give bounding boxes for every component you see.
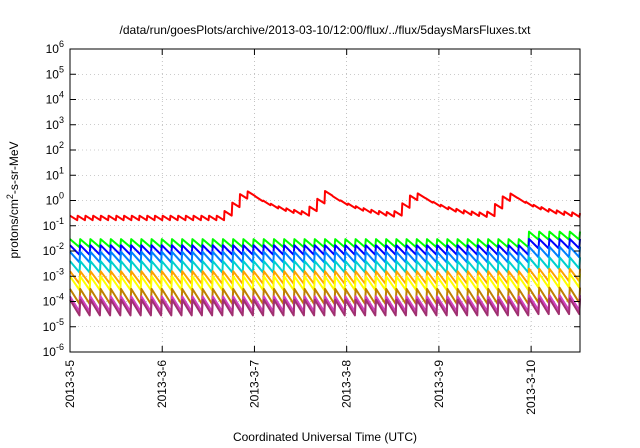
y-tick-label: 104 [46,90,64,107]
x-ticks: 2013-3-5 2013-3-6 2013-3-7 2013-3-8 2013-3-9… [63,49,538,415]
y-tick-label: 10-3 [43,266,64,283]
series-group [69,190,581,317]
x-tick-label: 2013-3-7 [247,360,261,408]
y-tick-label: 102 [46,140,64,157]
plot-frame [69,48,581,353]
y-tick-label: 103 [46,115,64,132]
series-line-4 [69,245,581,264]
y-tick-label: 101 [46,165,64,182]
y-tick-label: 10-1 [43,216,64,233]
y-axis-label-sup: 2 [5,194,15,199]
series-line-10 [69,297,581,317]
y-tick-label: 105 [46,64,64,81]
x-tick-label: 2013-3-8 [340,360,354,408]
series-line-7 [69,272,581,292]
x-tick-label: 2013-3-5 [63,360,77,408]
x-tick-label: 2013-3-10 [524,360,538,415]
chart-title: /data/run/goesPlots/archive/2013-03-10/1… [120,23,532,37]
y-tick-label: 100 [46,191,64,208]
x-tick-label: 2013-3-6 [155,360,169,408]
y-axis-label-base: protons/cm [7,199,21,258]
y-tick-label: 10-6 [43,342,64,359]
y-tick-label: 106 [46,39,64,56]
series-line-1 [69,190,581,222]
y-tick-label: 10-5 [43,317,64,334]
x-axis-label: Coordinated Universal Time (UTC) [233,430,417,444]
x-tick-label: 2013-3-9 [432,360,446,408]
series-line-5 [69,256,581,274]
y-ticks: 10-6 10-5 10-4 10-3 10-2 10-1 100 101 102 103 104 1… [43,39,580,359]
y-axis-label: protons/cm2-s-sr-MeV [5,141,21,258]
y-axis-label-rest: -s-sr-MeV [7,141,21,194]
y-tick-label: 10-2 [43,241,64,258]
y-tick-label: 10-4 [43,292,64,309]
